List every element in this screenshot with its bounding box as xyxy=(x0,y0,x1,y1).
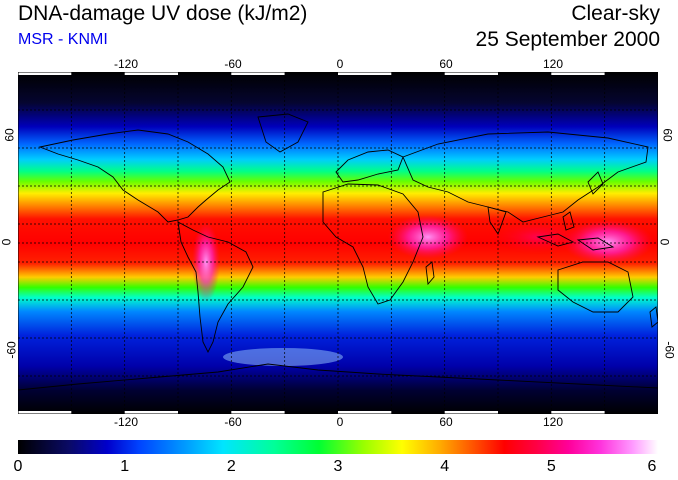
hotspot-west-pacific xyxy=(563,220,653,264)
date-label: 25 September 2000 xyxy=(475,28,660,51)
lon-tick-top: 120 xyxy=(542,57,564,71)
lat-tick-left: 60 xyxy=(2,128,17,142)
lat-tick-left: 0 xyxy=(0,238,14,246)
lon-tick-bottom: 120 xyxy=(542,415,564,429)
lon-tick-bottom: -60 xyxy=(224,415,242,429)
colorbar-label: 2 xyxy=(226,458,236,475)
lon-tick-bottom: -120 xyxy=(113,415,139,429)
colorbar-label: 6 xyxy=(647,458,657,475)
graticule xyxy=(18,72,658,414)
colorbar-label: 0 xyxy=(13,458,23,475)
lon-tick-top: -60 xyxy=(224,57,242,71)
map-frame xyxy=(18,72,658,414)
lon-tick-bottom: 60 xyxy=(439,415,453,429)
colorbar-label: 3 xyxy=(333,458,343,475)
colorbar xyxy=(18,440,658,454)
lat-tick-right: 60 xyxy=(660,128,675,142)
sky-condition-label: Clear-sky xyxy=(571,2,660,25)
lon-tick-top: 60 xyxy=(439,57,453,71)
map-title: DNA-damage UV dose (kJ/m2) xyxy=(18,2,308,25)
lon-tick-top: -120 xyxy=(113,57,139,71)
lat-tick-right: 0 xyxy=(657,238,672,246)
colorbar-label: 1 xyxy=(120,458,130,475)
colorbar-label: 4 xyxy=(440,458,450,475)
colorbar-label: 5 xyxy=(546,458,556,475)
hotspot-east-africa xyxy=(388,215,468,259)
lat-tick-right: -60 xyxy=(662,341,677,359)
source-label: MSR - KNMI xyxy=(18,31,108,48)
lon-tick-top: 0 xyxy=(336,57,344,71)
uv-dose-map xyxy=(18,72,658,414)
lat-tick-left: -60 xyxy=(4,341,19,359)
antarctic-bright-area xyxy=(223,348,343,366)
lon-tick-bottom: 0 xyxy=(336,415,344,429)
